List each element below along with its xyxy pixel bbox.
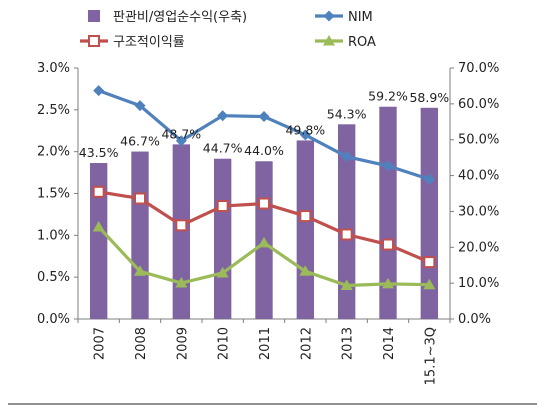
legend-marker (323, 10, 335, 22)
axes: 0.0% 0.5% 1.0% 1.5% 2.0% 2.5% 3.0% 0.0% 10.0% 20.… (37, 61, 499, 385)
point (93, 85, 105, 97)
left-tick-label: 1.0% (37, 228, 70, 243)
point (217, 110, 229, 122)
left-tick-label: 2.5% (37, 103, 70, 118)
x-tick-label: 2011 (258, 327, 273, 360)
bar (213, 158, 232, 319)
line-series (92, 85, 436, 291)
right-tick-label: 70.0% (458, 61, 499, 76)
point (299, 129, 311, 141)
right-tick-label: 50.0% (458, 133, 499, 148)
point (134, 100, 146, 112)
bar-data-label: 46.7% (120, 134, 160, 149)
legend-marker (88, 35, 100, 47)
legend-label: NIM (348, 10, 373, 25)
legend-swatch (88, 10, 100, 22)
bar-data-label: 58.9% (409, 90, 449, 105)
point (258, 197, 270, 210)
left-tick-label: 0.5% (37, 270, 70, 285)
right-tick-label: 20.0% (458, 240, 499, 255)
point (258, 236, 270, 248)
right-tick-label: 30.0% (458, 204, 499, 219)
right-tick-label: 60.0% (458, 97, 499, 112)
point (299, 210, 312, 223)
point (423, 278, 436, 290)
point (216, 266, 229, 278)
point (382, 277, 394, 289)
bar (172, 144, 191, 319)
point (134, 265, 146, 276)
x-tick-label: 2007 (93, 327, 108, 360)
bar-data-label: 44.7% (203, 141, 243, 156)
left-tick-label: 2.0% (37, 145, 70, 160)
x-tick-label: 2013 (341, 327, 356, 360)
bar-data-label: 43.5% (79, 145, 119, 160)
bar (296, 140, 315, 319)
point (216, 200, 229, 213)
left-tick-label: 1.5% (37, 187, 70, 202)
left-tick-label: 3.0% (37, 61, 70, 76)
bar (131, 151, 149, 319)
point (382, 238, 394, 251)
data-labels: 43.5%46.7% 48.7%44.7% 44.0%49.8%54.3%59.2%… (79, 89, 449, 160)
x-tick-label: 2012 (299, 327, 314, 360)
bar-data-label: 48.7% (161, 126, 201, 141)
legend-label: 판관비/영업순수익(우축) (113, 10, 247, 25)
bar-data-label: 59.2% (368, 89, 408, 104)
legend-label: ROA (348, 35, 376, 50)
point (258, 111, 270, 123)
point (340, 228, 353, 241)
point (92, 185, 105, 198)
bar-data-label: 44.0% (244, 143, 284, 158)
bar (89, 163, 108, 319)
point (423, 173, 435, 185)
x-tick-label: 15.1~3Q (423, 327, 438, 385)
right-tick-label: 10.0% (458, 276, 499, 291)
point (423, 256, 436, 269)
right-tick-label: 40.0% (458, 169, 499, 184)
x-tick-label: 2008 (134, 327, 149, 360)
bar-data-label: 54.3% (327, 106, 367, 121)
left-tick-label: 0.0% (37, 312, 70, 327)
x-tick-label: 2009 (175, 327, 190, 360)
x-tick-label: 2014 (382, 327, 397, 360)
legend-marker (323, 35, 335, 46)
point (175, 135, 187, 147)
legend: 판관비/영업순수익(우축) NIM 구조적이익률 ROA (80, 10, 376, 50)
point (134, 192, 146, 205)
x-tick-label: 2010 (217, 327, 232, 360)
point (299, 265, 312, 276)
point (175, 277, 188, 288)
point (382, 160, 394, 172)
point (340, 279, 353, 291)
point (92, 220, 105, 232)
bar (379, 106, 397, 320)
legend-label: 구조적이익률 (113, 35, 185, 50)
bar-data-label: 49.8% (285, 122, 325, 137)
point (341, 151, 353, 163)
right-tick-label: 0.0% (458, 312, 491, 327)
bar (337, 124, 356, 319)
point (175, 219, 188, 232)
